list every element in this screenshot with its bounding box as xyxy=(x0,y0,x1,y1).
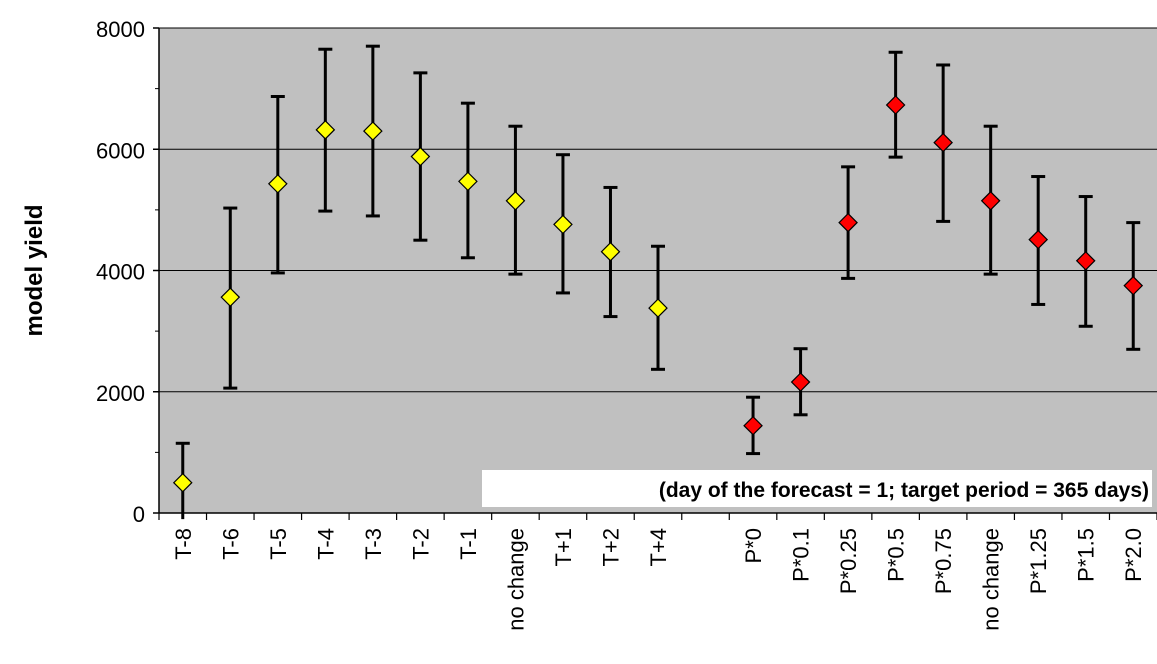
data-point xyxy=(790,372,811,392)
markers xyxy=(172,95,1144,493)
x-axis: T-8 T-6 T-5 T-4 T-3 T-2 T-1 no change T+1 T+2 T+4 P… xyxy=(158,512,1157,631)
data-point xyxy=(885,95,906,115)
y-axis: 0 2000 4000 6000 8000 xyxy=(96,17,160,527)
x-tick-label: P*0.25 xyxy=(836,528,861,594)
data-point xyxy=(505,190,526,211)
x-tick-label: no change xyxy=(979,528,1004,631)
x-tick-label: T-8 xyxy=(171,528,196,560)
x-tick-label: T+2 xyxy=(598,528,623,567)
data-point xyxy=(933,132,953,153)
y-tick-label: 4000 xyxy=(96,260,145,285)
data-point xyxy=(363,121,383,141)
y-axis-title: model yield xyxy=(21,204,48,336)
y-tick-label: 2000 xyxy=(96,381,145,406)
y-tick-label: 6000 xyxy=(96,138,145,163)
data-point xyxy=(458,171,478,192)
data-point xyxy=(1075,250,1096,271)
data-point xyxy=(410,146,431,167)
data-point xyxy=(267,173,288,194)
data-point xyxy=(553,214,573,235)
data-point xyxy=(220,287,241,308)
data-point xyxy=(600,241,621,262)
data-point xyxy=(172,472,193,493)
data-point xyxy=(1123,275,1144,296)
x-tick-label: P*0.75 xyxy=(931,528,956,594)
x-tick-label: T-6 xyxy=(218,528,243,560)
x-tick-label: P*1.25 xyxy=(1026,528,1051,594)
data-point xyxy=(980,190,1001,211)
data-point xyxy=(743,415,763,436)
x-tick-label: P*1.5 xyxy=(1074,528,1099,582)
x-tick-label: P*0 xyxy=(741,528,766,563)
x-tick-label: T-4 xyxy=(313,528,338,560)
annotation: (day of the forecast = 1; target period … xyxy=(482,470,1152,507)
x-tick-label: T-5 xyxy=(266,528,291,560)
x-tick-label: no change xyxy=(503,528,528,631)
y-tick-label: 8000 xyxy=(96,17,145,42)
annotation-box xyxy=(482,470,1152,507)
annotation-text: (day of the forecast = 1; target period … xyxy=(659,479,1149,502)
x-tick-label: P*0.5 xyxy=(884,528,909,582)
data-point xyxy=(1028,229,1049,250)
y-tick-label: 0 xyxy=(133,502,145,527)
x-tick-label: T-1 xyxy=(456,528,481,560)
data-point xyxy=(838,212,858,233)
x-tick-label: T+4 xyxy=(646,528,671,567)
x-tick-label: T-2 xyxy=(408,528,433,560)
x-tick-label: T-3 xyxy=(361,528,386,560)
x-tick-label: P*2.0 xyxy=(1121,528,1146,582)
data-point xyxy=(648,298,668,318)
x-tick-label: T+1 xyxy=(551,528,576,567)
x-tick-label: P*0.1 xyxy=(789,528,814,582)
data-point xyxy=(315,120,336,140)
